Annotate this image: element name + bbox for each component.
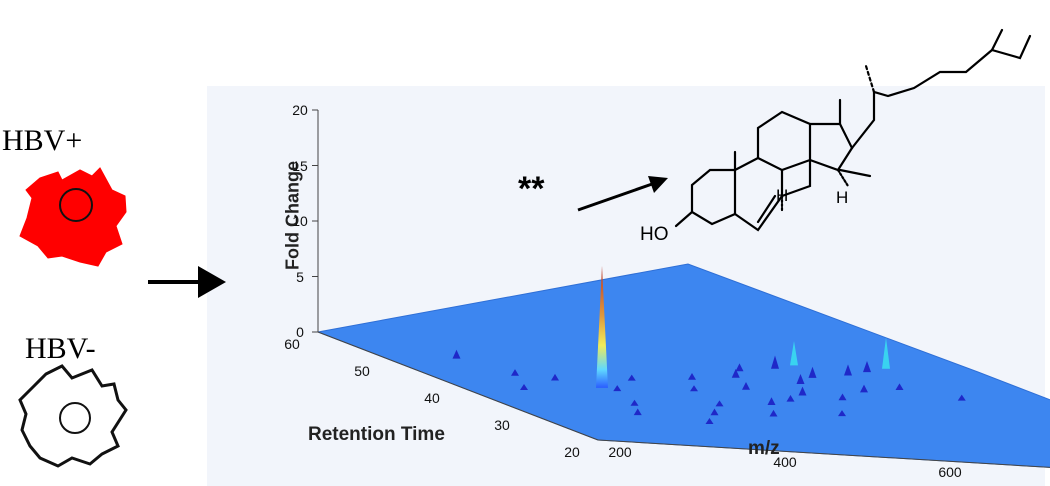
rt-tick-label: 60	[284, 336, 300, 352]
minor-peak	[511, 369, 519, 376]
minor-peak	[796, 374, 805, 384]
significance-marker: **	[518, 170, 545, 208]
hbv-positive-label: HBV+	[2, 124, 83, 157]
hbv-negative-nucleus	[59, 402, 91, 434]
mz-tick-label: 400	[773, 454, 797, 470]
hydrogen-label-2: H	[836, 188, 849, 207]
hbv-negative-cell	[18, 364, 128, 468]
fold-change-3d-plot	[312, 109, 1050, 468]
minor-peak	[735, 363, 744, 372]
rt-tick-label: 40	[424, 390, 440, 406]
minor-peak	[790, 340, 798, 366]
peak-to-molecule-arrow-shaft	[577, 181, 656, 212]
rt-axis-line	[317, 331, 599, 441]
minor-peak	[838, 393, 847, 401]
z-tick-label: 15	[292, 157, 308, 174]
minor-peak	[630, 399, 639, 406]
minor-peak	[838, 410, 846, 417]
z-tick-label: 0	[296, 324, 304, 340]
minor-peak	[767, 397, 776, 405]
minor-peak	[452, 349, 461, 359]
minor-peak	[742, 382, 750, 390]
hbv-negative-label: HBV-	[25, 332, 96, 365]
minor-peak	[633, 408, 642, 416]
rt-tick-label: 20	[564, 444, 580, 460]
input-arrow-head	[198, 266, 226, 298]
minor-peak	[705, 418, 714, 424]
minor-peak	[863, 361, 871, 373]
minor-peak	[715, 400, 724, 407]
minor-peak	[771, 355, 779, 369]
x-axis-title: m/z	[748, 438, 780, 459]
minor-peak	[613, 385, 622, 392]
minor-peak	[798, 386, 807, 396]
minor-peak	[957, 394, 966, 401]
minor-peak	[769, 409, 778, 417]
rt-tick-label: 50	[354, 363, 370, 379]
minor-peak	[520, 384, 528, 390]
z-tick-label: 5	[296, 268, 304, 285]
minor-peak	[688, 373, 696, 380]
highlighted-peak	[596, 265, 608, 388]
peak-to-molecule-arrow-head	[648, 176, 668, 193]
z-tick-label: 10	[292, 213, 308, 229]
mz-axis-line	[597, 439, 1050, 468]
minor-peak	[860, 384, 868, 393]
hbv-positive-nucleus	[59, 188, 93, 222]
sterol-structure	[674, 28, 1032, 232]
minor-peak	[882, 337, 890, 369]
hbv-positive-cell	[19, 167, 127, 267]
minor-peak	[710, 408, 719, 416]
minor-peak	[844, 364, 852, 376]
hydroxyl-label: HO	[640, 224, 669, 245]
mz-tick-label: 200	[608, 444, 632, 460]
minor-peak	[808, 366, 817, 378]
y-axis-title: Retention Time	[308, 424, 445, 445]
minor-peak	[895, 383, 904, 390]
minor-peak	[786, 394, 795, 402]
z-tick-label: 20	[292, 102, 308, 118]
minor-peak	[627, 374, 636, 381]
hydrogen-label-1: H	[776, 186, 789, 205]
mz-tick-label: 600	[938, 464, 962, 480]
rt-tick-label: 30	[494, 417, 510, 433]
minor-peak	[731, 368, 740, 378]
surface-plane	[316, 263, 1050, 468]
minor-peak	[551, 373, 559, 381]
minor-peak	[690, 385, 698, 392]
